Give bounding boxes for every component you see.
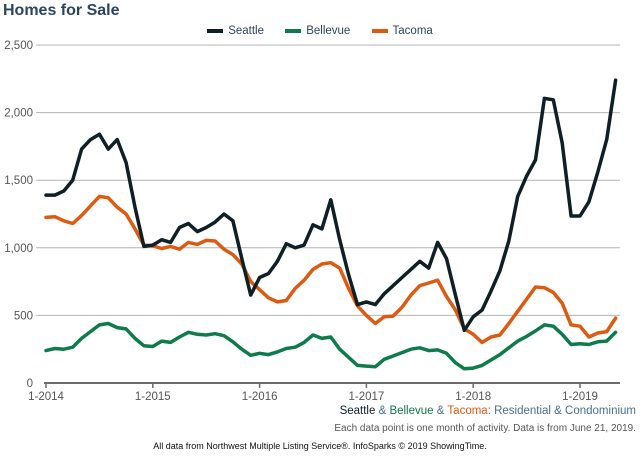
legend-label-seattle: Seattle (228, 25, 264, 37)
chart-legend: Seattle Bellevue Tacoma (0, 24, 640, 37)
y-tick-label: 2,500 (4, 40, 33, 52)
subtitle-part: & (433, 405, 448, 417)
legend-swatch-bellevue (285, 29, 302, 33)
chart-title: Homes for Sale (3, 2, 120, 19)
subtitle-part: Seattle (339, 405, 376, 417)
x-tick-label: 1-2016 (242, 391, 278, 403)
legend-item-bellevue[interactable]: Bellevue (285, 25, 350, 37)
subtitle-part: & (375, 405, 390, 417)
y-axis: 0 500 1,000 1,500 2,000 2,500 (4, 40, 33, 390)
x-tick-label: 1-2017 (348, 391, 384, 403)
x-tick-label: 1-2019 (562, 391, 598, 403)
x-tick-label: 1-2014 (28, 391, 64, 403)
legend-item-tacoma[interactable]: Tacoma (371, 25, 433, 37)
x-tick-label: 1-2018 (455, 391, 491, 403)
series-line-seattle (44, 78, 618, 333)
y-tick-label: 1,500 (4, 175, 33, 187)
subtitle-part: Tacoma (447, 405, 488, 417)
legend-swatch-seattle (207, 29, 224, 33)
data-note: Each data point is one month of activity… (334, 423, 636, 434)
x-tick-label: 1-2015 (135, 391, 171, 403)
subtitle-part: : Residential & Condominium (487, 405, 636, 417)
legend-label-tacoma: Tacoma (392, 25, 433, 37)
gridlines (36, 44, 620, 316)
data-source: All data from Northwest Multiple Listing… (153, 441, 487, 451)
series-lines (44, 78, 618, 371)
subtitle-part: Bellevue (389, 405, 434, 417)
y-tick-label: 2,000 (4, 108, 33, 120)
legend-item-seattle[interactable]: Seattle (207, 25, 264, 37)
chart-subtitle: Seattle & Bellevue & Tacoma: Residential… (340, 405, 636, 417)
y-tick-label: 500 (14, 310, 33, 322)
series-line-bellevue (44, 321, 618, 371)
y-tick-label: 0 (27, 378, 33, 390)
y-tick-label: 1,000 (4, 243, 33, 255)
legend-swatch-tacoma (371, 29, 388, 33)
x-axis: 1-2014 1-2015 1-2016 1-2017 1-2018 1-2019 (28, 382, 620, 403)
legend-label-bellevue: Bellevue (306, 25, 351, 37)
series-line-tacoma (44, 194, 618, 345)
